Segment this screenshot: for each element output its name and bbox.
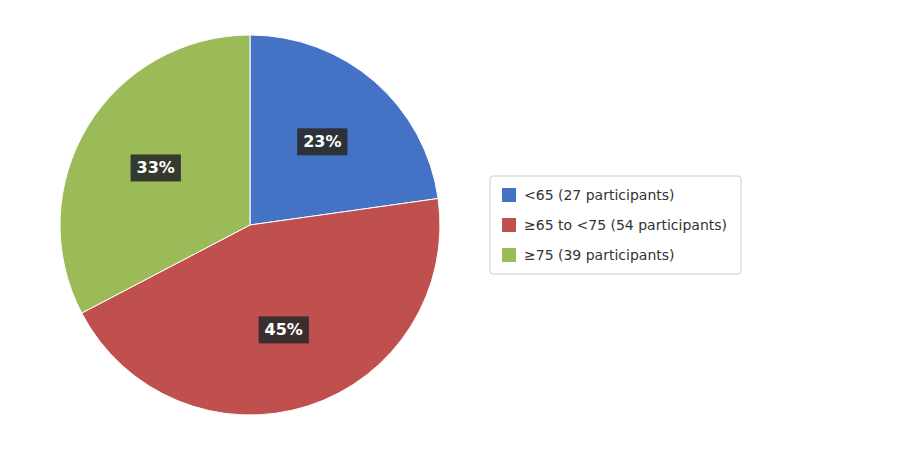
- legend-swatch: [502, 188, 516, 202]
- data-label: 23%: [303, 132, 341, 151]
- data-labels: 23% 45% 33%: [131, 128, 348, 343]
- legend-label: ≥65 to <75 (54 participants): [524, 217, 727, 233]
- legend-swatch: [502, 248, 516, 262]
- data-label-box: [297, 128, 347, 155]
- legend: <65 (27 participants) ≥65 to <75 (54 part…: [490, 176, 741, 274]
- legend-label: ≥75 (39 participants): [524, 247, 675, 263]
- pie-slice: [60, 35, 250, 313]
- legend-frame: [490, 176, 741, 274]
- data-label-box: [131, 154, 181, 181]
- data-label-box: [259, 316, 309, 343]
- chart: 23% 45% 33% <65 (27 participants) ≥65 to <75…: [0, 0, 900, 450]
- data-label: 45%: [265, 320, 303, 339]
- legend-label: <65 (27 participants): [524, 187, 675, 203]
- pie: [60, 35, 440, 415]
- data-label: 33%: [137, 158, 175, 177]
- legend-swatch: [502, 218, 516, 232]
- pie-slice: [250, 35, 438, 225]
